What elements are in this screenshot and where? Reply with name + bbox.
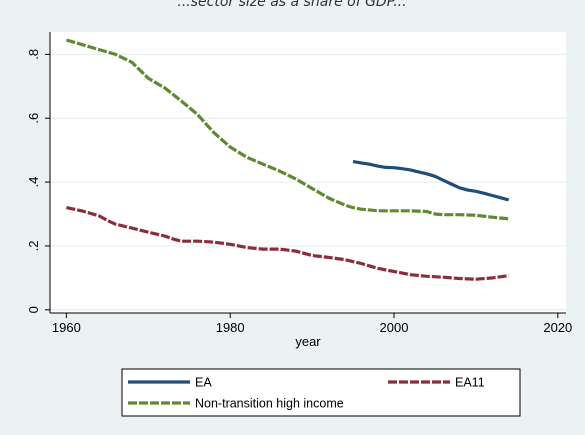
- series-lines: [65, 38, 510, 281]
- y-tick-label: .8: [26, 49, 41, 60]
- series-line-2: [66, 206, 509, 281]
- legend: EA EA11 Non-transition high income: [121, 368, 521, 417]
- x-tick-label: 2020: [543, 320, 572, 335]
- axes: 0 .2 .4 .6 .8 1960 1980 2000 2020: [26, 32, 572, 335]
- series-line-1: [352, 160, 510, 202]
- y-tick-label: .2: [26, 241, 41, 252]
- x-axis-title: year: [295, 334, 321, 349]
- y-tick-label: 0: [26, 306, 41, 313]
- x-tick-label: 1960: [52, 320, 81, 335]
- x-tick-label: 2000: [380, 320, 409, 335]
- legend-label-1: EA: [195, 376, 212, 390]
- y-tick-label: .4: [26, 177, 41, 188]
- legend-box: [121, 368, 521, 417]
- series-line-3: [65, 38, 509, 221]
- x-tick-label: 1980: [216, 320, 245, 335]
- plot-area: [50, 32, 566, 313]
- legend-label-2: EA11: [455, 376, 485, 390]
- gridlines: [50, 53, 566, 311]
- legend-label-3: Non-transition high income: [195, 397, 344, 411]
- y-tick-label: .6: [26, 113, 41, 124]
- partial-title: ...sector size as a share of GDP...: [177, 0, 406, 10]
